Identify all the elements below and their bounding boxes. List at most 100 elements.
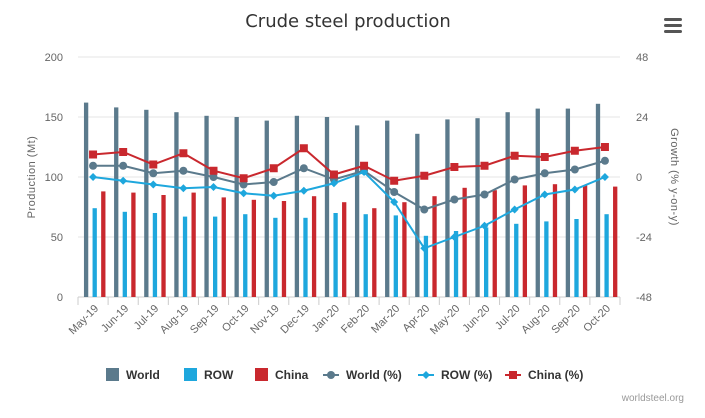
legend-item-china[interactable]: China (%) [505,368,583,382]
legend-label-world: World (%) [346,368,402,382]
bar-world [595,103,601,297]
y-tick-label-right: 48 [636,52,648,64]
bar-world [565,108,571,297]
menu-button[interactable] [658,12,688,40]
y-tick-label-left: 200 [45,52,63,64]
point-china [600,143,609,151]
point-world [570,165,579,174]
legend-label-row: ROW (%) [441,368,492,382]
bar-row [544,221,549,297]
y-axis-left-title: Production (Mt) [26,136,38,219]
point-china [179,149,188,158]
y-tick-label-right: -48 [636,292,652,304]
x-tick-label: Apr-20 [401,303,433,335]
x-tick-label: Sep-19 [188,303,222,337]
bar-world [385,120,390,297]
legend-label-china: China [275,368,309,382]
x-tick-label: Jan-20 [310,303,342,335]
bar-world [174,112,179,297]
point-world [119,161,128,170]
bar-row [303,217,308,297]
bar-china [281,201,287,297]
legend-item-row[interactable]: ROW [184,368,234,382]
bar-world [324,117,330,297]
point-china [390,176,399,185]
bar-china [161,195,166,297]
point-world [239,180,248,189]
y-tick-label-left: 100 [45,172,63,184]
bar-china [131,192,136,297]
bar-china [342,202,347,297]
bar-china [402,202,407,297]
legend-label-world: World [126,368,160,382]
x-tick-label: May-20 [428,303,462,337]
legend-label-china: China (%) [528,368,583,382]
legend-item-world[interactable]: World (%) [323,368,402,382]
bars [83,102,618,298]
point-china [360,161,369,170]
legend-item-china[interactable]: China [255,368,309,382]
bar-row [363,214,368,297]
legend-item-row[interactable]: ROW (%) [418,368,492,382]
bar-china [311,196,317,297]
line-row [92,170,606,250]
legend-marker-world [327,371,335,379]
bar-row [453,231,459,297]
line-world [93,159,606,211]
y-tick-label-left: 0 [57,292,63,304]
point-world [89,161,98,170]
point-world [390,188,399,196]
bar-china [251,199,257,297]
bar-row [393,215,398,297]
y-tick-label-right: 24 [636,112,648,124]
point-china [450,163,459,171]
legend-swatch-world [106,368,119,381]
legend-marker-row [422,371,430,379]
bar-china [462,187,467,297]
bar-row [604,214,609,297]
x-tick-label: Dec-19 [278,303,312,337]
bar-row [122,211,127,297]
point-world [450,195,459,204]
bar-row [213,216,218,297]
point-world [480,190,489,199]
bar-world [83,102,89,297]
legend-item-world[interactable]: World [106,368,160,382]
bar-world [264,120,269,297]
x-tick-label: Oct-20 [581,303,613,335]
bar-row [514,223,519,297]
line-china [92,146,606,182]
y-axis-right-title: Growth (% y-on-y) [668,128,680,226]
credit-text[interactable]: worldsteel.org [621,393,684,404]
bar-china [101,191,106,297]
bar-row [92,208,97,297]
point-world [269,178,278,186]
x-tick-label: Jun-19 [99,303,131,335]
point-row [209,183,218,191]
point-row [390,198,399,206]
point-world [299,164,308,173]
bar-row [423,235,429,297]
bar-world [445,119,450,298]
lines [89,143,609,253]
x-tick-label: Mar-20 [369,303,402,336]
point-china [329,170,338,179]
point-world [600,156,609,165]
bar-world [114,107,119,298]
bar-world [144,109,149,297]
point-row [269,191,278,200]
point-row [179,184,188,193]
x-tick-label: May-19 [67,303,101,337]
point-china [239,174,248,183]
bar-world [204,115,209,297]
bar-china [552,184,558,297]
bar-row [273,217,278,297]
bar-world [535,108,540,297]
point-china [89,150,98,159]
point-row [239,189,248,198]
hamburger-menu-icon[interactable] [664,18,682,33]
point-row [420,244,429,253]
bar-world [294,115,300,297]
